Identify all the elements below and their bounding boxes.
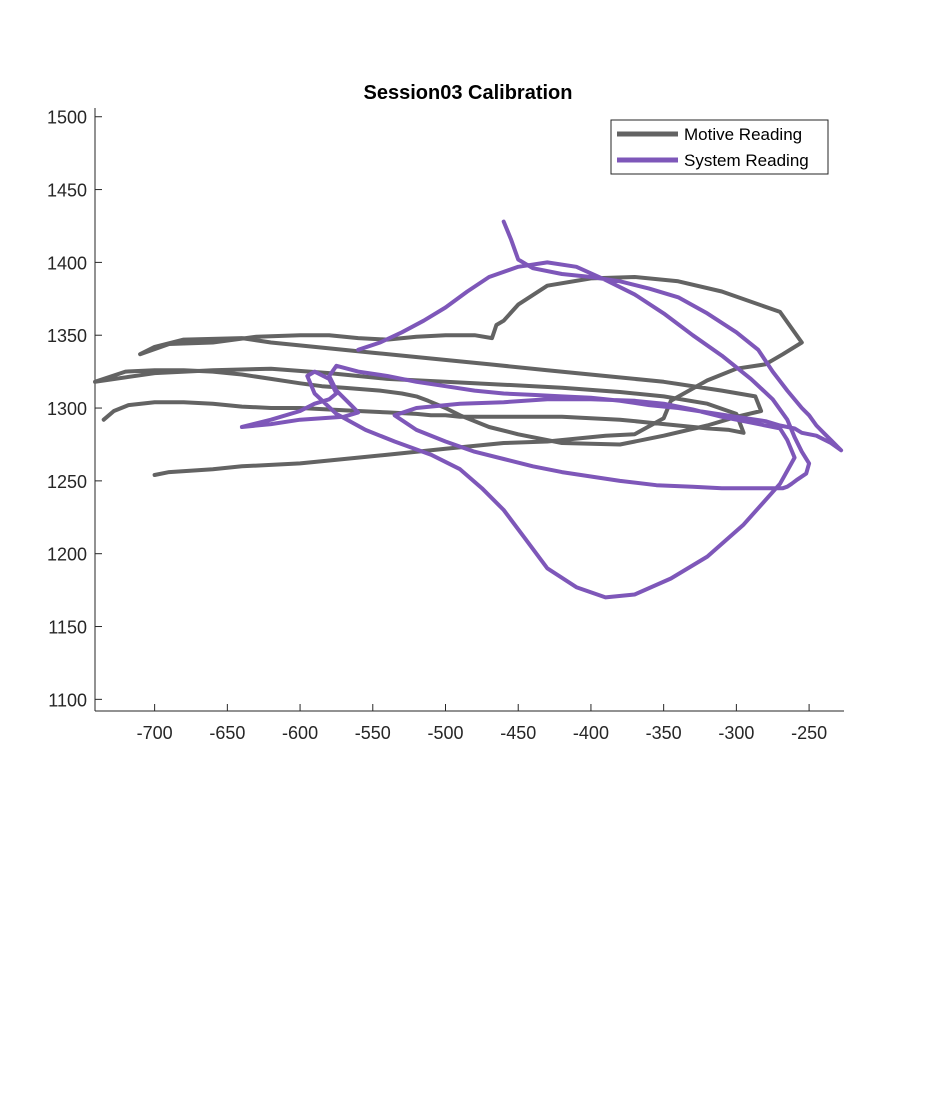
- y-tick-label: 1500: [47, 108, 87, 128]
- x-tick-label: -550: [355, 723, 391, 743]
- x-tick-label: -400: [573, 723, 609, 743]
- x-tick-label: -250: [791, 723, 827, 743]
- y-tick-label: 1150: [48, 618, 87, 638]
- plot-area: -700 -650 -600 -550 -500 -450 -400 -350 -300 -250…: [47, 108, 844, 743]
- y-axis-ticks: 1100 1150 1200 1250 1300 1350 1400 1450 1500: [47, 108, 102, 710]
- y-tick-label: 1250: [47, 472, 87, 492]
- y-tick-label: 1350: [47, 326, 87, 346]
- legend-label-system-reading: System Reading: [684, 151, 809, 170]
- legend-label-motive-reading: Motive Reading: [684, 125, 802, 144]
- x-tick-label: -450: [500, 723, 536, 743]
- x-tick-label: -650: [209, 723, 245, 743]
- legend: Motive Reading System Reading: [610, 119, 829, 175]
- x-tick-label: -350: [646, 723, 682, 743]
- y-tick-label: 1100: [48, 690, 87, 710]
- chart-title: Session03 Calibration: [364, 82, 573, 104]
- x-axis-ticks: -700 -650 -600 -550 -500 -450 -400 -350 -300 -250: [137, 704, 827, 743]
- series-line-system-reading: [239, 219, 844, 600]
- x-tick-label: -700: [137, 723, 173, 743]
- x-tick-label: -300: [718, 723, 754, 743]
- y-tick-label: 1300: [47, 399, 87, 419]
- series-layer: [93, 219, 844, 600]
- x-tick-label: -500: [427, 723, 463, 743]
- y-tick-label: 1200: [47, 545, 87, 565]
- y-tick-label: 1450: [47, 181, 87, 201]
- legend-box: [610, 119, 829, 175]
- x-tick-label: -600: [282, 723, 318, 743]
- y-tick-label: 1400: [47, 253, 87, 273]
